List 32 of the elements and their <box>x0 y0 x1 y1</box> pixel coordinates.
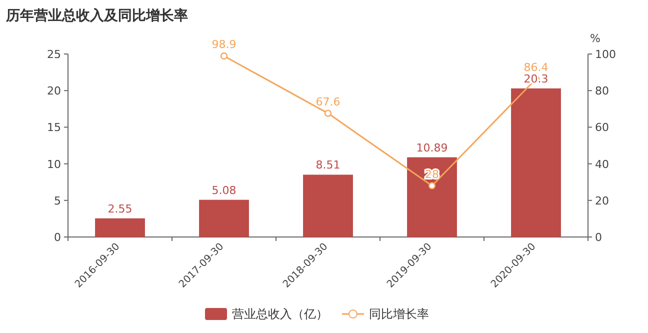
y-tick-label: 5 <box>54 194 61 208</box>
y2-tick-label: 80 <box>595 84 609 98</box>
legend-label: 营业总收入（亿） <box>232 307 328 321</box>
y2-tick-label: 40 <box>595 158 609 171</box>
y2-tick-label: 0 <box>595 231 602 244</box>
data-label: 67.6 <box>316 95 340 108</box>
bar <box>511 88 561 237</box>
y-tick-label: 10 <box>47 158 61 171</box>
data-label: 86.4 <box>524 60 548 74</box>
bar <box>95 218 145 237</box>
y2-tick-label: 20 <box>595 194 609 208</box>
point <box>220 52 228 60</box>
y2-tick-label: 100 <box>595 48 616 61</box>
bar <box>303 174 353 237</box>
chart-title: 历年营业总收入及同比增长率 <box>5 7 188 24</box>
y-tick-label: 15 <box>47 121 61 134</box>
bar <box>407 157 457 237</box>
y-tick-label: 20 <box>47 84 61 98</box>
data-label: 2.55 <box>108 202 132 216</box>
data-label: 10.89 <box>416 141 448 154</box>
point <box>324 110 332 117</box>
bar <box>199 200 249 237</box>
y2-axis-title: % <box>590 32 600 45</box>
legend-label: 同比增长率 <box>369 307 429 321</box>
data-label: 98.9 <box>212 38 236 52</box>
y2-tick-label: 60 <box>595 121 609 134</box>
y-tick-label: 25 <box>47 48 61 61</box>
data-label: 8.51 <box>316 158 340 172</box>
y-tick-label: 0 <box>54 231 61 244</box>
data-label: 5.08 <box>212 184 236 197</box>
point <box>428 182 436 190</box>
data-label: 28 <box>425 168 439 181</box>
